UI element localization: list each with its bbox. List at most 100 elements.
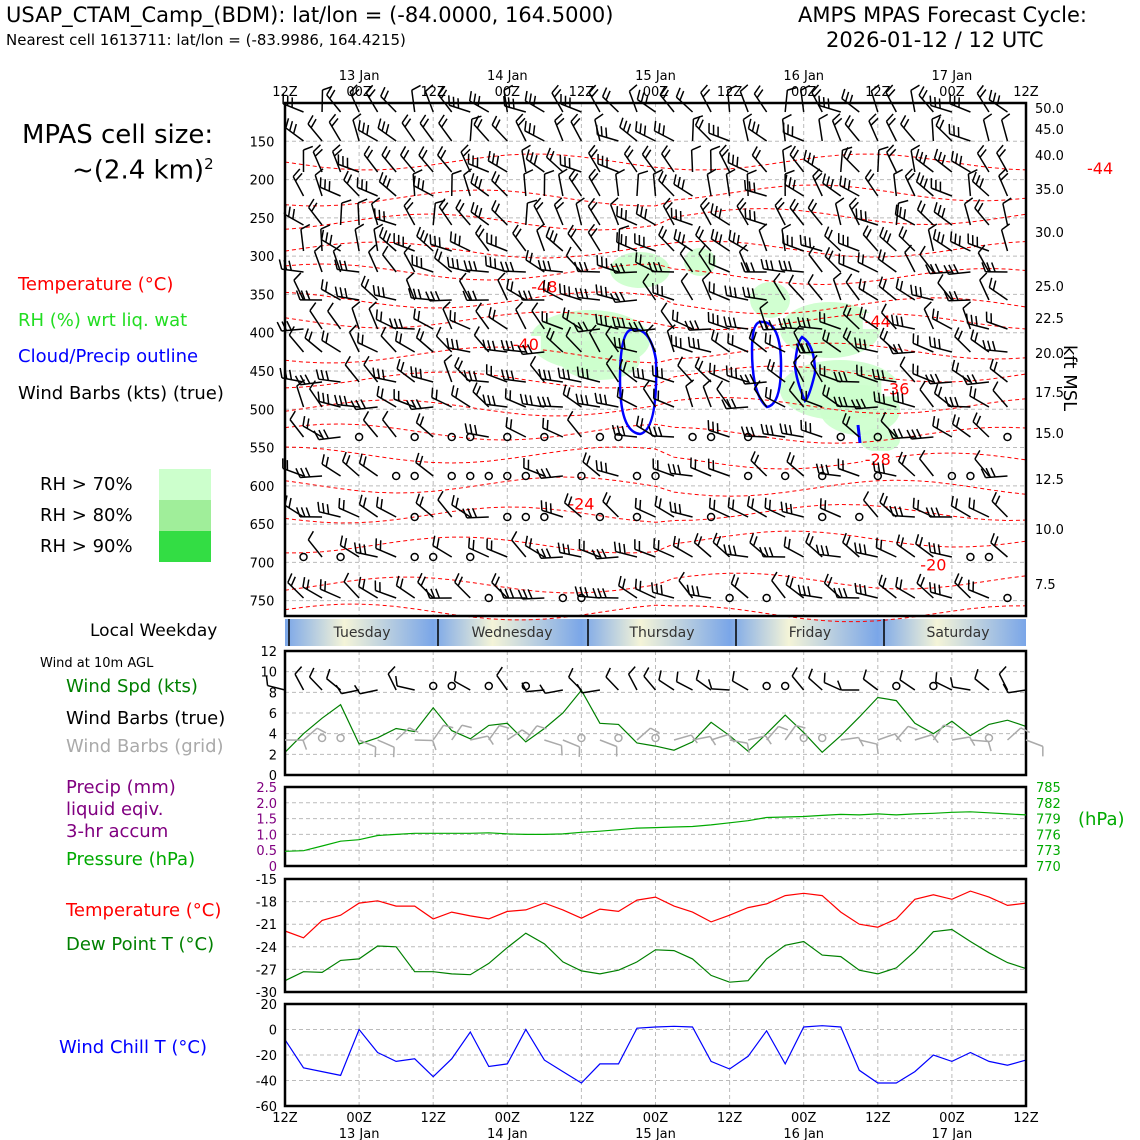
wind-barb	[575, 393, 601, 408]
barb-flag	[551, 84, 559, 94]
barb-staff	[602, 96, 619, 113]
barb-flag	[658, 670, 662, 681]
barb-staff	[763, 328, 786, 331]
wind-barb	[885, 113, 897, 142]
wind-barb	[760, 423, 786, 438]
barb-staff	[596, 556, 619, 560]
barb-staff	[982, 119, 990, 142]
wind-barb	[595, 460, 619, 477]
wind-barb-true	[353, 684, 378, 695]
barb-flag	[729, 286, 733, 297]
barb-staff	[536, 230, 546, 252]
barb-staff	[750, 459, 768, 477]
barb-staff	[635, 130, 656, 142]
wind-barb	[317, 391, 341, 408]
barb-flag	[618, 358, 624, 369]
wind-barb	[672, 535, 693, 558]
barb-staff	[691, 118, 695, 142]
wind-barb	[573, 261, 600, 273]
barb-flag	[286, 320, 292, 331]
wind-barb	[511, 531, 527, 558]
barb-flag	[453, 671, 457, 682]
wind-barb	[819, 311, 841, 330]
cycle-line1: AMPS MPAS Forecast Cycle:	[798, 3, 1087, 27]
barb-flag	[823, 672, 826, 683]
barb-staff	[709, 262, 730, 273]
barb-flag	[723, 544, 728, 555]
wind-barb	[605, 355, 620, 383]
barb-flag	[295, 468, 301, 478]
wind-barb-true	[294, 666, 305, 691]
barb-flag	[563, 284, 566, 296]
wind-barb	[634, 497, 656, 518]
wind-barb-grid	[395, 727, 419, 741]
barb-staff	[670, 472, 693, 477]
kft-tick-label: 30.0	[1035, 226, 1064, 241]
barb-staff	[578, 402, 601, 408]
wind-barb	[588, 168, 601, 197]
legend-rh70-swatch	[159, 469, 211, 500]
barb-staff	[856, 592, 878, 599]
barb-staff	[698, 253, 712, 273]
barb-staff	[822, 338, 842, 353]
barb-staff	[738, 251, 749, 273]
wind-barb	[886, 144, 898, 173]
barb-flag	[843, 146, 849, 157]
barb-staff	[524, 130, 545, 142]
wind-barb	[845, 273, 860, 301]
barb-flag	[572, 117, 581, 127]
wind-barb	[446, 337, 471, 353]
barb-staff	[321, 239, 341, 252]
barb-flag	[509, 588, 515, 599]
barb-flag	[505, 369, 510, 381]
barb-flag	[975, 174, 981, 185]
wind-barb-true	[453, 671, 471, 691]
wind-barb	[963, 197, 974, 226]
barb-staff	[616, 241, 638, 252]
barb-staff	[789, 154, 805, 173]
barb-flag	[977, 202, 984, 213]
barb-staff	[307, 539, 323, 558]
barb-flag	[784, 174, 788, 185]
wind-barb	[742, 113, 753, 142]
barb-flag	[957, 330, 963, 341]
barb-staff	[469, 119, 473, 142]
kft-tick-label: 12.5	[1035, 473, 1064, 488]
temperature-contour-label: -44	[865, 312, 891, 331]
barb-flag	[387, 666, 396, 675]
barb-flag	[478, 178, 483, 189]
barb-staff	[379, 235, 397, 252]
wind-barb	[591, 548, 619, 560]
wind-barb	[307, 114, 323, 142]
barb-staff	[877, 149, 880, 173]
barb-flag	[693, 532, 699, 543]
wind-barb	[356, 177, 378, 197]
barb-flag	[876, 743, 879, 755]
wind-barb	[935, 116, 953, 142]
barb-flag	[877, 249, 882, 260]
wind-barb-calm-grid	[984, 733, 994, 743]
barb-flag	[539, 684, 546, 694]
barb-flag	[754, 149, 762, 160]
barb-flag	[605, 495, 612, 506]
barb-staff	[818, 472, 841, 477]
barb-staff	[488, 316, 508, 330]
wind-barb	[748, 328, 768, 353]
wind-barb	[712, 532, 731, 558]
barb-flag	[879, 327, 885, 338]
barb-staff	[497, 279, 508, 301]
barb-flag	[440, 89, 448, 99]
barb-flag	[656, 366, 659, 377]
barb-flag	[468, 370, 473, 381]
barb-flag	[778, 317, 783, 328]
barb-staff	[933, 238, 953, 252]
barb-flag	[616, 317, 621, 328]
barb-flag	[421, 149, 428, 160]
barb-flag	[814, 172, 823, 182]
barb-staff	[874, 400, 897, 408]
barb-flag	[372, 367, 376, 378]
wind-barb-calm	[632, 471, 642, 481]
barb-flag	[641, 369, 645, 380]
barb-flag	[723, 316, 728, 327]
wind-barb	[651, 582, 675, 599]
